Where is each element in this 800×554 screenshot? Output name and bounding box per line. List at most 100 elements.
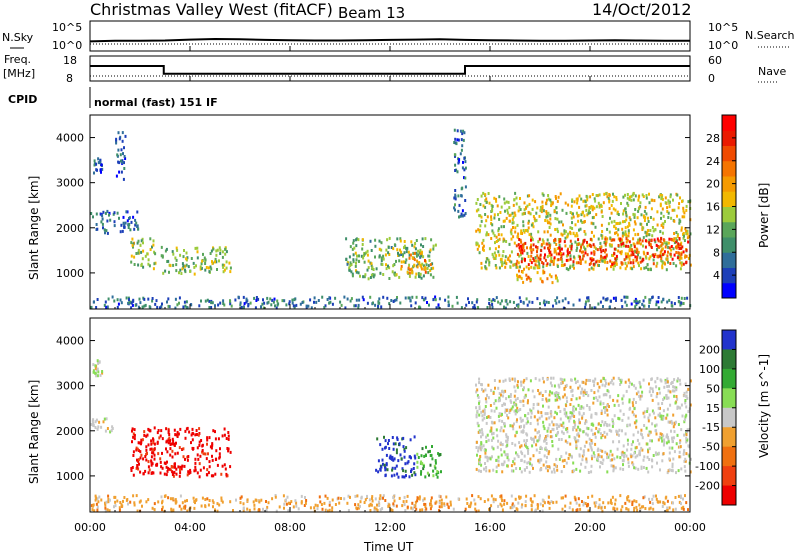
data-cell — [529, 457, 532, 461]
data-cell — [545, 198, 548, 202]
data-cell — [316, 504, 319, 508]
data-cell — [680, 252, 683, 256]
data-cell — [110, 429, 113, 433]
data-cell — [669, 252, 672, 256]
data-cell — [529, 258, 532, 262]
data-cell — [533, 259, 536, 263]
data-cell — [486, 306, 489, 309]
data-cell — [570, 216, 573, 220]
data-cell — [283, 502, 286, 506]
data-cell — [218, 452, 221, 456]
data-cell — [562, 395, 565, 399]
data-cell — [514, 213, 517, 217]
data-cell — [630, 447, 633, 451]
data-cell — [677, 242, 680, 246]
data-cell — [379, 271, 382, 275]
data-cell — [599, 257, 602, 261]
data-cell — [282, 494, 285, 498]
data-cell — [399, 301, 402, 305]
data-cell — [633, 220, 636, 224]
data-cell — [634, 233, 637, 237]
data-cell — [480, 448, 483, 452]
data-cell — [183, 300, 186, 304]
data-cell — [568, 251, 571, 255]
data-cell — [549, 435, 552, 439]
data-cell — [566, 251, 569, 255]
data-cell — [541, 376, 544, 380]
data-cell — [592, 258, 595, 262]
data-cell — [642, 299, 645, 303]
data-cell — [361, 247, 364, 251]
data-cell — [530, 223, 533, 227]
data-cell — [388, 277, 391, 280]
data-cell — [680, 228, 683, 232]
data-cell — [438, 509, 440, 513]
data-cell — [479, 497, 482, 501]
data-cell — [201, 449, 204, 452]
data-cell — [480, 266, 483, 270]
data-cell — [454, 193, 457, 197]
data-cell — [269, 297, 272, 301]
data-cell — [676, 233, 679, 237]
data-cell — [384, 439, 387, 443]
data-cell — [198, 427, 201, 431]
data-cell — [510, 464, 513, 468]
data-cell — [556, 426, 559, 430]
data-cell — [97, 361, 100, 365]
data-cell — [567, 416, 570, 420]
data-cell — [480, 410, 483, 414]
data-cell — [405, 474, 407, 478]
data-cell — [354, 251, 357, 255]
data-cell — [160, 429, 163, 433]
data-cell — [550, 253, 553, 257]
data-cell — [556, 227, 559, 231]
data-cell — [392, 442, 395, 446]
data-cell — [331, 506, 334, 510]
data-cell — [395, 464, 398, 468]
data-cell — [620, 241, 623, 244]
data-cell — [149, 429, 152, 433]
data-cell — [497, 250, 500, 254]
data-cell — [93, 171, 95, 175]
data-cell — [614, 257, 617, 261]
data-cell — [267, 501, 270, 505]
data-cell — [484, 199, 487, 203]
data-cell — [655, 432, 658, 436]
data-cell — [92, 369, 95, 373]
data-cell — [639, 222, 642, 226]
data-cell — [378, 247, 381, 251]
data-cell — [176, 430, 179, 434]
data-cell — [682, 302, 685, 305]
data-cell — [152, 448, 155, 452]
data-cell — [648, 241, 651, 245]
data-cell — [484, 224, 487, 228]
data-cell — [352, 253, 355, 257]
data-cell — [519, 197, 521, 200]
data-cell — [142, 249, 145, 253]
data-cell — [219, 301, 222, 305]
data-cell — [475, 201, 478, 205]
data-cell — [262, 298, 264, 302]
data-cell — [628, 240, 631, 244]
data-cell — [498, 237, 501, 241]
data-cell — [132, 245, 134, 249]
data-cell — [431, 262, 434, 266]
data-cell — [107, 500, 110, 504]
data-cell — [612, 376, 615, 380]
data-cell — [538, 392, 541, 396]
data-cell — [151, 451, 154, 455]
data-cell — [494, 241, 496, 245]
data-cell — [619, 494, 622, 498]
data-cell — [390, 508, 393, 512]
data-cell — [680, 263, 683, 267]
data-cell — [400, 267, 403, 271]
data-cell — [135, 494, 138, 498]
nave-label: Nave — [758, 65, 786, 78]
data-cell — [126, 210, 129, 214]
data-cell — [648, 507, 651, 511]
data-cell — [648, 413, 651, 417]
data-cell — [152, 451, 155, 455]
data-cell — [651, 234, 654, 238]
data-cell — [115, 139, 118, 143]
data-cell — [420, 460, 423, 464]
